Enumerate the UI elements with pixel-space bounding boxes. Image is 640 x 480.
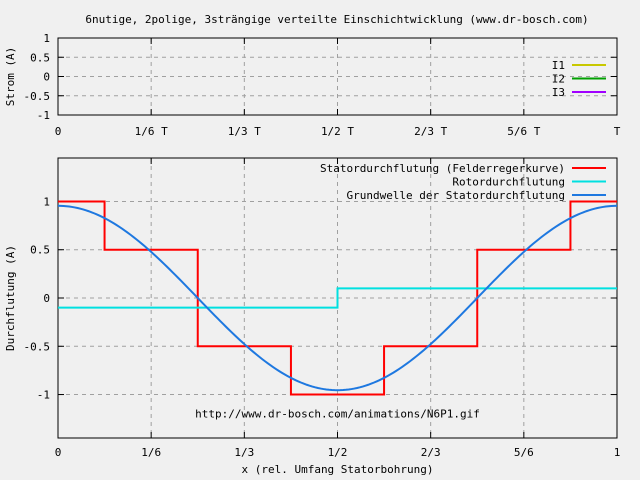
plot-frame <box>57 37 618 116</box>
mmf-plot: 0 1/6 1/3 1/2 2/3 5/6 1 1 0.5 0 -0.5 -1 Durchflutung… <box>4 157 621 476</box>
x-tick-label: 1/3 T <box>228 125 261 138</box>
series-line <box>57 204 618 392</box>
y-axis-label: Strom (A) <box>4 47 17 107</box>
x-tick-label: 5/6 T <box>507 125 540 138</box>
y-tick-label: -1 <box>37 389 50 402</box>
y-tick-label: 0.5 <box>30 244 50 257</box>
x-tick-label: 2/3 T <box>414 125 447 138</box>
url-annotation: http://www.dr-bosch.com/animations/N6P1.… <box>195 408 480 421</box>
y-tick-label: 0.5 <box>30 51 50 64</box>
x-tick-label: 2/3 <box>421 446 441 459</box>
legend-label: I1 <box>552 59 565 72</box>
x-tick-label: 1/2 <box>328 446 348 459</box>
x-tick-label: 1/6 T <box>135 125 168 138</box>
x-tick-label: 1/3 <box>234 446 254 459</box>
y-axis-label: Durchflutung (A) <box>4 245 17 351</box>
legend-label: Grundwelle der Statordurchflutung <box>346 189 565 202</box>
legend-label: Rotordurchflutung <box>452 176 565 189</box>
x-tick-label: 1 <box>614 446 621 459</box>
chart-title: 6nutige, 2polige, 3strängige verteilte E… <box>85 13 588 26</box>
x-tick-label: 0 <box>55 125 62 138</box>
legend-label: I3 <box>552 86 565 99</box>
y-tick-label: -0.5 <box>24 340 51 353</box>
legend-label: I2 <box>552 73 565 86</box>
y-tick-label: -1 <box>37 109 50 122</box>
plot-frame <box>57 157 618 439</box>
x-tick-label: 1/6 <box>141 446 161 459</box>
series-line <box>58 287 617 309</box>
y-tick-label: 1 <box>43 195 50 208</box>
y-tick-label: 1 <box>43 32 50 45</box>
x-tick-label: 5/6 <box>514 446 534 459</box>
y-tick-label: 0 <box>43 71 50 84</box>
y-tick-label: -0.5 <box>24 90 51 103</box>
x-tick-label: T <box>614 125 621 138</box>
x-axis-label: x (rel. Umfang Statorbohrung) <box>241 463 433 476</box>
series-line <box>58 200 617 396</box>
current-plot: 0 1/6 T 1/3 T 1/2 T 2/3 T 5/6 T T 1 0.5 0 -0.5 -1 St… <box>4 32 621 138</box>
x-tick-label: 0 <box>55 446 62 459</box>
legend-label: Statordurchflutung (Felderregerkurve) <box>320 162 565 175</box>
y-tick-label: 0 <box>43 292 50 305</box>
x-tick-label: 1/2 T <box>321 125 354 138</box>
